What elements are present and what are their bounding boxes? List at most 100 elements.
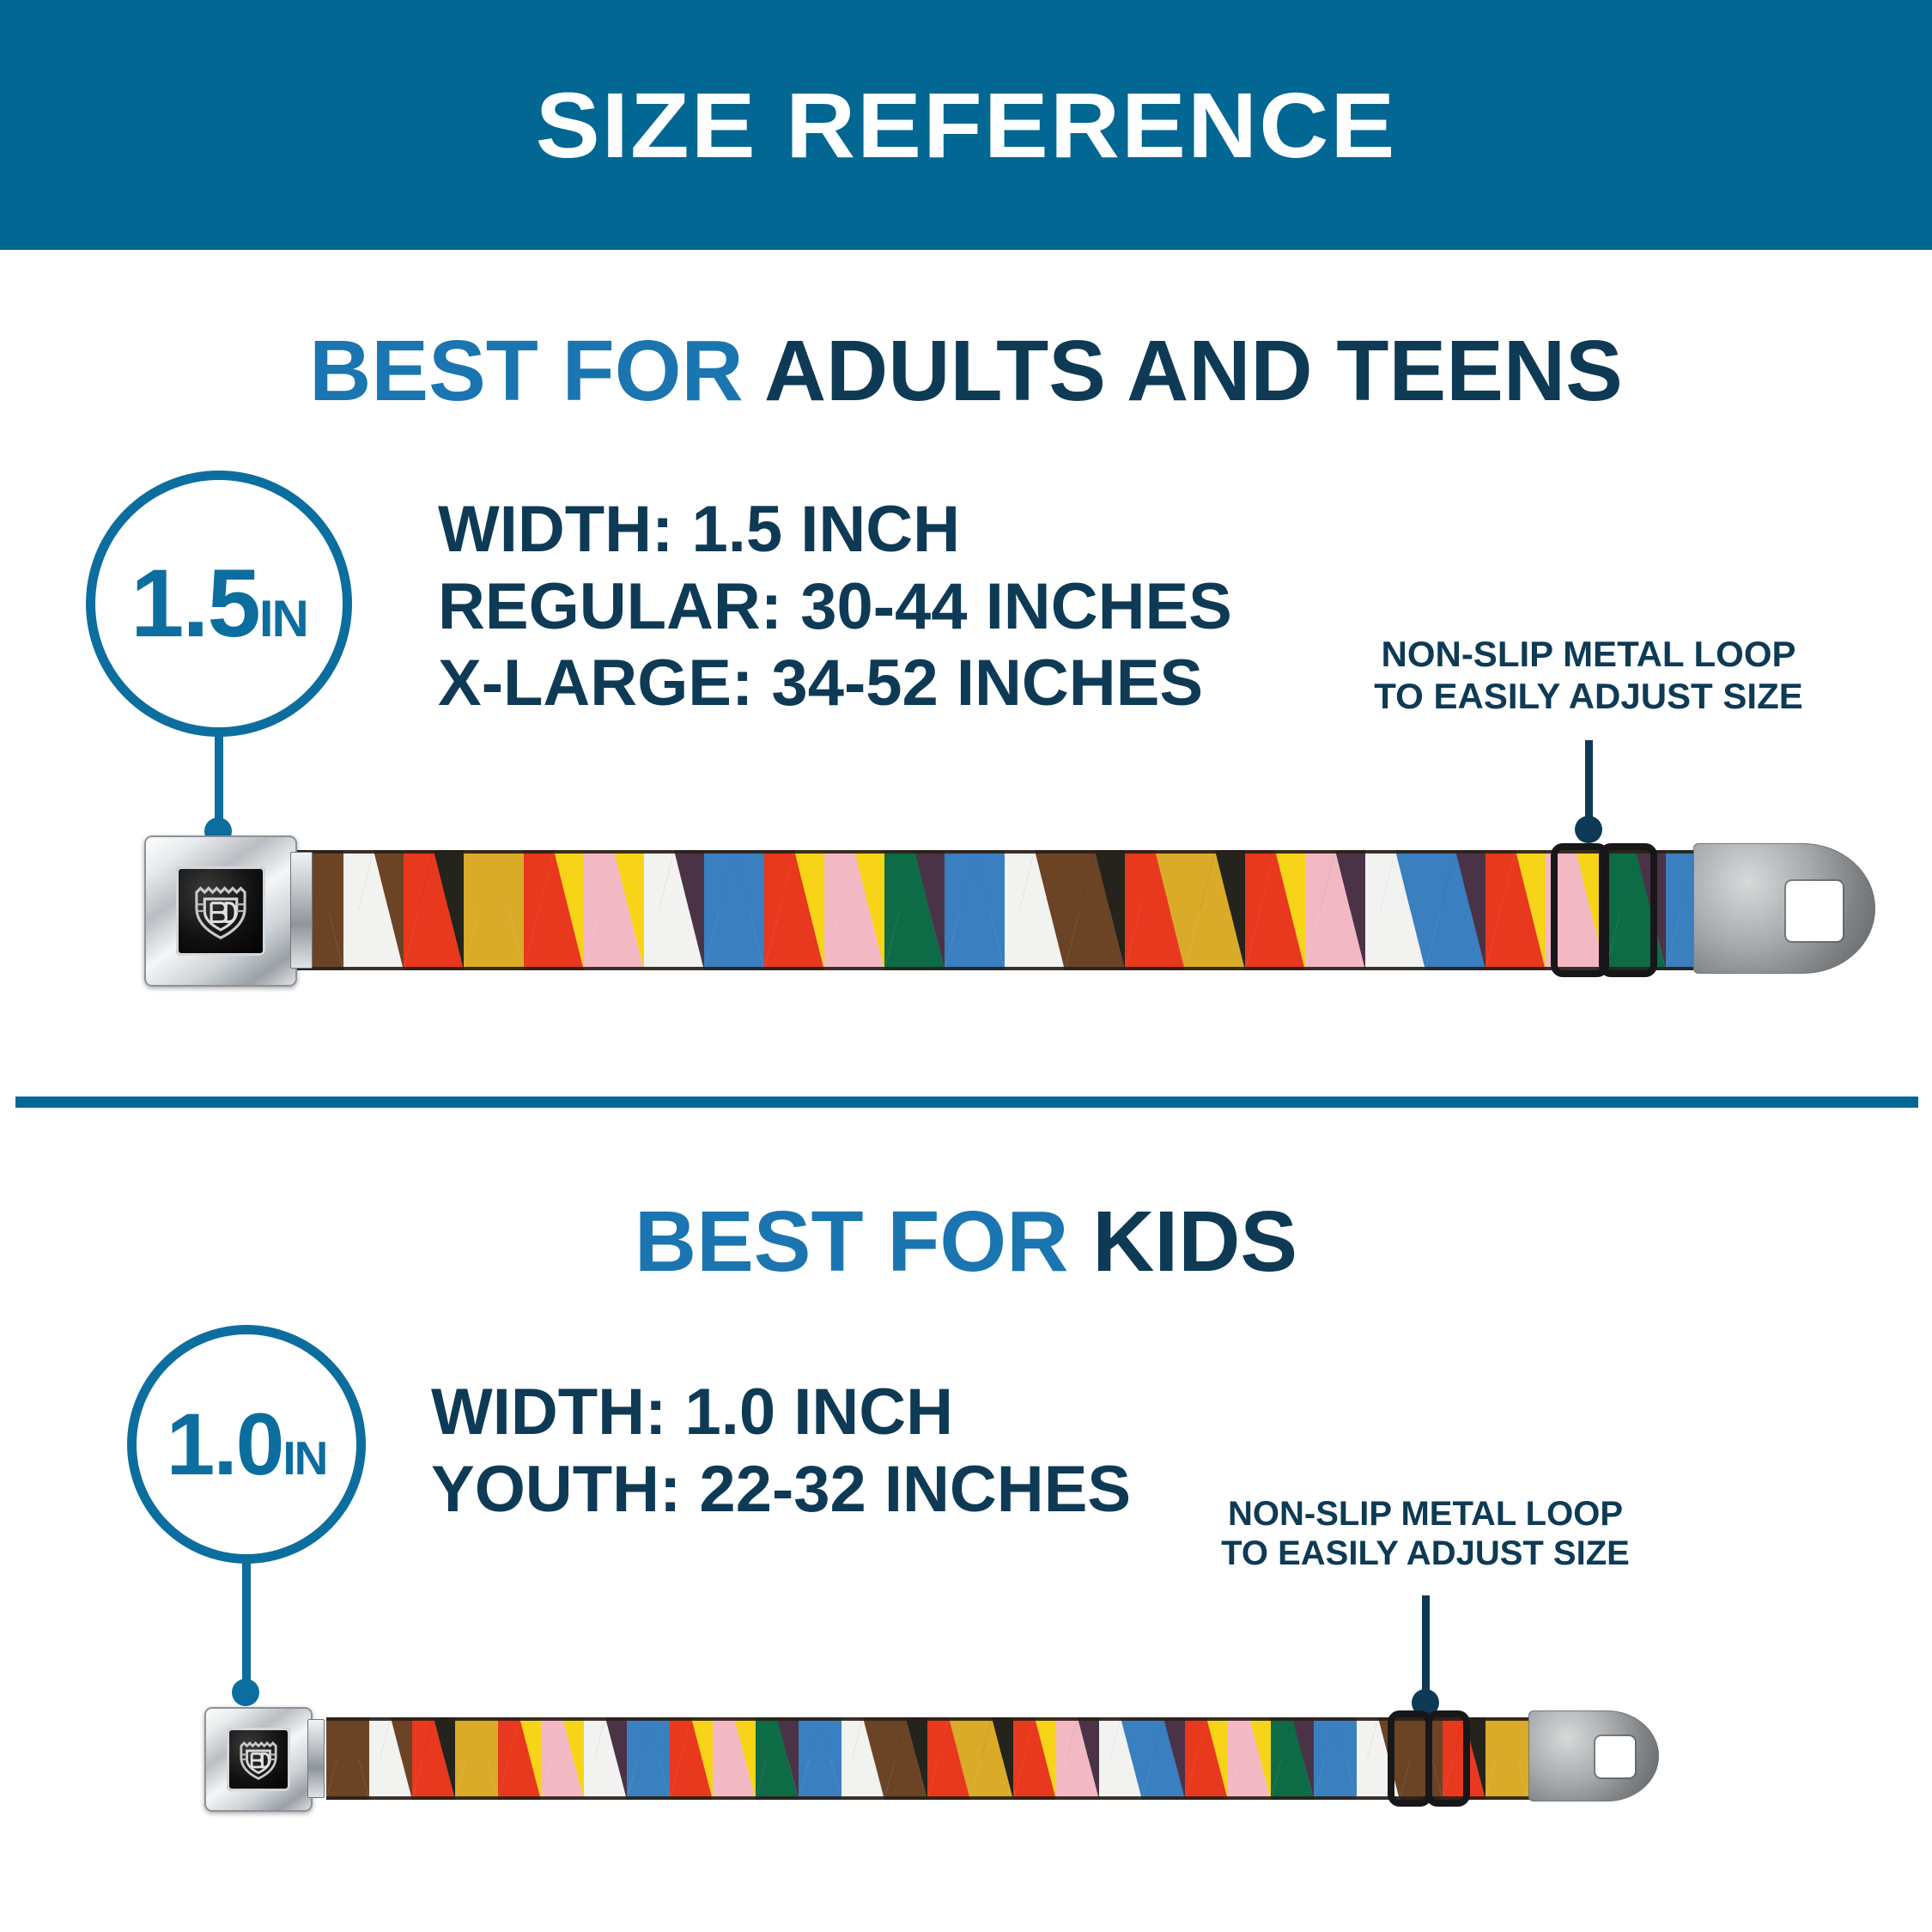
strap-pattern-cell: [644, 850, 704, 970]
strap-pattern-cell: [584, 850, 644, 970]
size-badge-stem: [242, 1562, 251, 1692]
strap-pattern-cell: [884, 1717, 927, 1800]
strap-pattern-cell: [1365, 850, 1425, 970]
strap-pattern-cell: [1056, 1717, 1099, 1800]
strap-pattern-cell: [627, 1717, 670, 1800]
callout-line-2: TO EASILY ADJUST SIZE: [1374, 675, 1803, 716]
size-badge-dot: [232, 1679, 259, 1706]
strap-pattern-cell: [1013, 1717, 1056, 1800]
spec-line: WIDTH: 1.5 INCH: [438, 493, 960, 566]
callout-line-2: TO EASILY ADJUST SIZE: [1221, 1534, 1630, 1573]
strap-pattern-cell: [670, 1717, 713, 1800]
strap-pattern-cell: [1305, 850, 1365, 970]
belt-tip-slot: [1595, 1736, 1635, 1777]
strap-pattern-cell: [1142, 1717, 1185, 1800]
strap-edge-bottom: [326, 1796, 1532, 1800]
belt-strap: [326, 1717, 1532, 1800]
strap-pattern-cell: [412, 1717, 455, 1800]
strap-pattern-cell: [704, 850, 764, 970]
size-badge-text: 1.5 IN: [131, 550, 309, 657]
size-badge-circle: 1.0 IN: [127, 1325, 366, 1564]
section-heading-emphasis: KIDS: [1092, 1194, 1298, 1290]
strap-pattern-cell: [524, 850, 584, 970]
strap-pattern-cell: [584, 1717, 627, 1800]
strap-pattern-cell: [1485, 850, 1546, 970]
size-badge-circle: 1.5 IN: [86, 471, 352, 737]
spec-list-adults: WIDTH: 1.5 INCH REGULAR: 30-44 INCHES X-…: [438, 491, 1232, 722]
strap-pattern-cell: [464, 850, 524, 970]
callout-stem: [1585, 740, 1593, 823]
callout-stem: [1422, 1595, 1430, 1697]
adjuster-loop: [1551, 843, 1609, 977]
section-heading-prefix: BEST FOR: [634, 1194, 1093, 1290]
bd-shield-logo-icon: [240, 1741, 277, 1780]
strap-pattern-cell: [541, 1717, 584, 1800]
spec-line: X-LARGE: 34-52 INCHES: [438, 647, 1204, 720]
belt-tip-slot: [1786, 881, 1843, 941]
spec-line: WIDTH: 1.0 INCH: [431, 1376, 953, 1449]
strap-pattern-cell: [764, 850, 824, 970]
adjuster-loop-second: [1425, 1710, 1470, 1807]
strap-pattern-cell: [498, 1717, 541, 1800]
buckle-neck: [307, 1719, 325, 1798]
adjuster-loop-second: [1599, 843, 1657, 977]
section-divider: [15, 1097, 1918, 1108]
spec-line: REGULAR: 30-44 INCHES: [438, 569, 1232, 643]
strap-edge-top: [283, 850, 1710, 854]
strap-pattern-cell: [326, 1717, 369, 1800]
buckle-logo-plate: [227, 1728, 290, 1791]
strap-pattern-cell: [1425, 850, 1485, 970]
strap-pattern-cell: [455, 1717, 498, 1800]
strap-pattern-cell: [1099, 1717, 1142, 1800]
size-badge-number: 1.0: [166, 1395, 285, 1493]
size-badge-unit: IN: [258, 590, 309, 647]
strap-pattern-cell: [884, 850, 945, 970]
strap-pattern-cell: [369, 1717, 412, 1800]
strap-pattern-cell: [970, 1717, 1013, 1800]
callout-text: NON-SLIP METAL LOOP TO EASILY ADJUST SIZ…: [1357, 634, 1820, 717]
spec-list-kids: WIDTH: 1.0 INCH YOUTH: 22-32 INCHES: [431, 1374, 1131, 1528]
strap-edge-top: [326, 1717, 1532, 1721]
buckle-neck: [290, 852, 313, 969]
strap-pattern-cell: [1125, 850, 1185, 970]
strap-pattern-cell: [343, 850, 404, 970]
strap-pattern-cell: [927, 1717, 970, 1800]
size-badge-stem: [215, 735, 223, 831]
strap-pattern-cell: [1185, 850, 1245, 970]
page-title: SIZE REFERENCE: [535, 72, 1397, 177]
strap-pattern-cell: [841, 1717, 884, 1800]
strap-pattern-cell: [1314, 1717, 1357, 1800]
buckle-logo-plate: [176, 866, 265, 956]
strap-pattern-cell: [945, 850, 1005, 970]
belt-buckle: [144, 835, 297, 987]
section-heading-adults: BEST FOR ADULTS AND TEENS: [0, 328, 1932, 414]
size-badge-unit: IN: [283, 1431, 328, 1485]
strap-pattern-cell: [1485, 1717, 1528, 1800]
bd-shield-logo-icon: [195, 886, 246, 939]
section-heading-emphasis: ADULTS AND TEENS: [763, 323, 1623, 419]
belt-metal-tip: [1693, 843, 1875, 974]
belt-strap: [283, 850, 1710, 970]
size-badge-number: 1.5: [131, 550, 261, 657]
strap-pattern-cell: [1185, 1717, 1228, 1800]
strap-pattern-cell: [1228, 1717, 1271, 1800]
strap-pattern-cell: [1005, 850, 1065, 970]
callout-line-1: NON-SLIP METAL LOOP: [1381, 634, 1796, 674]
strap-pattern-cell: [1065, 850, 1125, 970]
strap-pattern-cell: [756, 1717, 799, 1800]
size-badge-text: 1.0 IN: [166, 1395, 329, 1493]
callout-line-1: NON-SLIP METAL LOOP: [1227, 1495, 1624, 1533]
strap-pattern-cell: [1271, 1717, 1314, 1800]
belt-buckle: [204, 1707, 313, 1812]
header-bar: SIZE REFERENCE: [0, 0, 1932, 250]
callout-text: NON-SLIP METAL LOOP TO EASILY ADJUST SIZ…: [1202, 1494, 1649, 1574]
strap-pattern-cell: [1245, 850, 1305, 970]
belt-metal-tip: [1528, 1710, 1659, 1801]
strap-edge-bottom: [283, 967, 1710, 970]
strap-pattern-cell: [799, 1717, 841, 1800]
section-heading-prefix: BEST FOR: [309, 323, 764, 419]
section-heading-kids: BEST FOR KIDS: [0, 1199, 1932, 1285]
strap-pattern-cell: [824, 850, 884, 970]
strap-pattern-cell: [713, 1717, 756, 1800]
callout-dot: [1575, 816, 1602, 843]
